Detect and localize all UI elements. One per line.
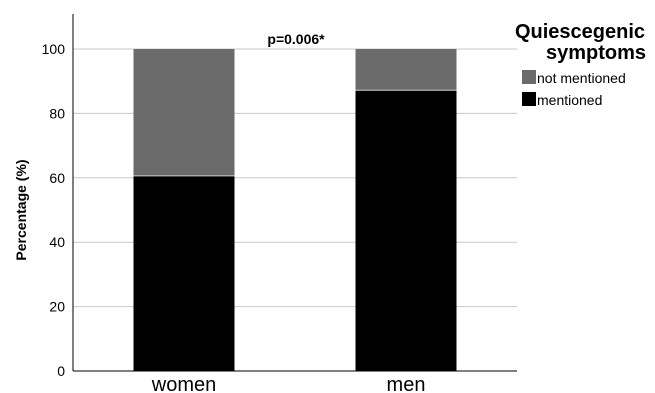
y-axis-label: Percentage (%) (13, 159, 29, 260)
legend-entries: not mentioned mentioned (522, 70, 626, 108)
x-category-label: women (151, 374, 216, 393)
legend-label: mentioned (537, 92, 602, 108)
y-tick-label: 40 (49, 234, 65, 250)
legend-title-line-1: Quiescegenic (515, 21, 645, 43)
bar-women-mentioned (133, 175, 235, 371)
bar-men-mentioned (355, 90, 457, 371)
legend-swatch (522, 92, 536, 106)
legend-label: not mentioned (537, 70, 626, 86)
y-tick-label: 0 (57, 363, 65, 379)
p-value-annotation: p=0.006* (267, 31, 325, 47)
bar-women-not-mentioned (133, 49, 235, 176)
x-category-labels: women men (151, 374, 426, 393)
y-tick-label: 100 (42, 41, 66, 57)
bar-men-not-mentioned (355, 49, 457, 91)
y-tick-label: 20 (49, 299, 65, 315)
bars (133, 49, 457, 371)
y-tick-label: 80 (49, 105, 65, 121)
legend-title-line-2: symptoms (546, 42, 646, 64)
axes (72, 14, 517, 372)
legend: Quiescegenic symptoms not mentioned menti… (515, 21, 646, 108)
x-category-label: men (387, 374, 426, 393)
y-tick-labels: 0 20 40 60 80 100 (42, 41, 66, 379)
y-tick-label: 60 (49, 170, 65, 186)
legend-swatch (522, 70, 536, 84)
